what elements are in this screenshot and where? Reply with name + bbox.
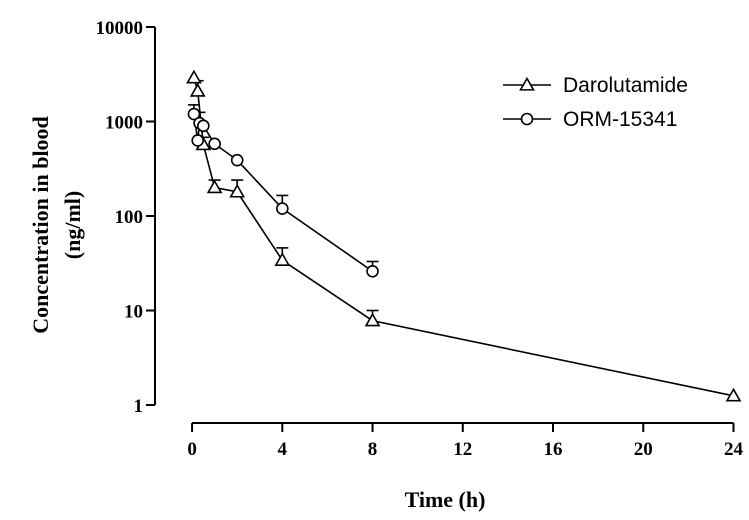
series-orm-15341 xyxy=(187,104,379,278)
legend-label: ORM-15341 xyxy=(563,108,677,131)
axes: 1 10 100 1000 10000 0 4 8 12 16 20 24 xyxy=(96,18,744,460)
x-tick-label: 24 xyxy=(724,439,744,460)
data-point xyxy=(364,312,381,327)
x-tick-label: 16 xyxy=(544,439,563,460)
data-point xyxy=(186,69,202,84)
y-axis-title-line2: (ng/ml) xyxy=(60,191,85,259)
y-tick-label: 1000 xyxy=(105,113,143,134)
data-point xyxy=(191,134,205,147)
legend-label: Darolutamide xyxy=(563,74,688,97)
series-line xyxy=(193,77,734,397)
data-point xyxy=(206,179,223,194)
data-point xyxy=(725,387,742,402)
legend-marker xyxy=(520,112,534,126)
legend-marker xyxy=(519,76,535,91)
y-tick-label: 100 xyxy=(115,207,144,228)
x-tick-label: 8 xyxy=(368,439,378,460)
legend: Darolutamide ORM-15341 xyxy=(503,74,688,131)
data-point xyxy=(366,264,379,278)
series-layer xyxy=(186,69,742,402)
legend-item: Darolutamide xyxy=(503,74,688,97)
data-point xyxy=(274,252,291,266)
data-point xyxy=(197,119,210,133)
data-point xyxy=(187,107,201,121)
legend-item: ORM-15341 xyxy=(503,108,677,131)
y-tick-label: 1 xyxy=(134,396,144,417)
data-point xyxy=(208,137,221,151)
data-point xyxy=(189,82,206,97)
data-point xyxy=(230,153,244,167)
x-tick-label: 20 xyxy=(634,439,653,460)
data-point xyxy=(229,183,246,198)
y-tick-label: 10 xyxy=(124,302,143,323)
y-axis-title-line1: Concentration in blood xyxy=(28,116,53,334)
data-point xyxy=(276,202,289,215)
x-axis-title: Time (h) xyxy=(405,487,486,512)
x-tick-label: 0 xyxy=(187,439,197,460)
y-tick-label: 10000 xyxy=(96,18,144,39)
x-tick-label: 12 xyxy=(453,439,472,460)
x-tick-label: 4 xyxy=(278,439,288,460)
